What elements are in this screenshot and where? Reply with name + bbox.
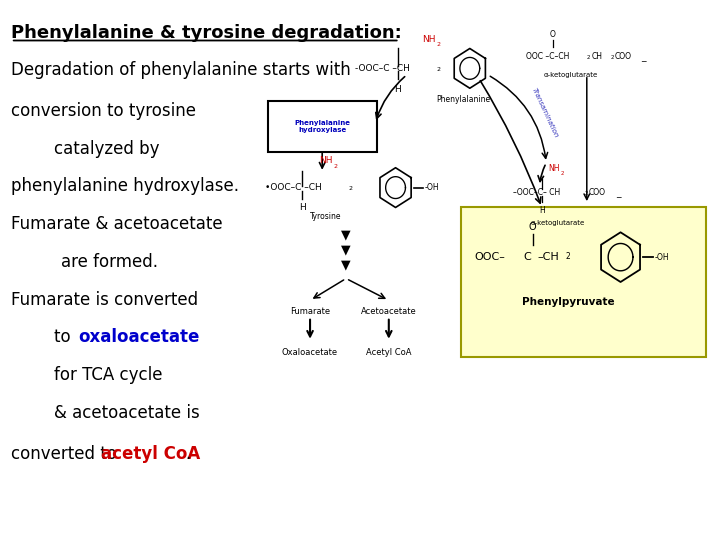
Text: conversion to tyrosine: conversion to tyrosine (11, 102, 196, 120)
Text: 2: 2 (436, 67, 440, 72)
Text: phenylalanine hydroxylase.: phenylalanine hydroxylase. (11, 177, 239, 195)
Text: to: to (54, 328, 76, 347)
Text: α-ketoglutarate: α-ketoglutarate (531, 220, 585, 226)
Text: catalyzed by: catalyzed by (54, 139, 160, 158)
Text: CH: CH (591, 52, 603, 62)
Text: H: H (539, 206, 544, 215)
Text: –CH: –CH (537, 252, 559, 262)
Text: 2: 2 (565, 252, 570, 261)
Text: Fumarate: Fumarate (290, 307, 330, 316)
Text: 2: 2 (611, 56, 613, 60)
Text: -OH: -OH (654, 253, 669, 262)
Text: NH: NH (549, 164, 560, 173)
Text: Tyrosine: Tyrosine (310, 212, 341, 221)
Text: 2: 2 (437, 42, 441, 47)
Text: O: O (550, 30, 556, 38)
Text: 2: 2 (587, 56, 590, 60)
Text: ▼: ▼ (341, 258, 351, 271)
Text: Phenylpyruvate: Phenylpyruvate (523, 297, 615, 307)
Text: Fumarate is converted: Fumarate is converted (11, 291, 198, 309)
FancyBboxPatch shape (268, 101, 377, 152)
FancyBboxPatch shape (461, 207, 706, 356)
Text: •OOC–C –CH: •OOC–C –CH (265, 183, 322, 192)
Text: Acetyl CoA: Acetyl CoA (366, 348, 412, 357)
Text: 2: 2 (585, 191, 588, 196)
Text: H: H (299, 204, 306, 213)
Text: 2: 2 (348, 186, 352, 191)
Text: & acetoacetate is: & acetoacetate is (54, 404, 199, 422)
Text: COO: COO (615, 52, 631, 62)
Text: ▼: ▼ (341, 228, 351, 241)
Text: are formed.: are formed. (61, 253, 158, 271)
Text: O: O (529, 222, 536, 232)
Text: ▼: ▼ (341, 243, 351, 256)
Text: Phenylalanine
hydroxylase: Phenylalanine hydroxylase (294, 120, 350, 133)
Text: Phenylalanine: Phenylalanine (436, 94, 490, 104)
Text: OOC–: OOC– (474, 252, 505, 262)
Text: 2: 2 (333, 164, 338, 168)
Text: H: H (395, 85, 401, 94)
Text: Degradation of phenylalanine starts with: Degradation of phenylalanine starts with (11, 61, 351, 79)
Text: α-ketoglutarate: α-ketoglutarate (544, 72, 598, 78)
Text: –OOC–C– CH: –OOC–C– CH (513, 188, 560, 197)
Text: Oxaloacetate: Oxaloacetate (282, 348, 338, 357)
Text: for TCA cycle: for TCA cycle (54, 366, 163, 384)
Text: 2: 2 (561, 171, 564, 176)
Text: −: − (615, 193, 621, 202)
Text: Acetoacetate: Acetoacetate (361, 307, 417, 316)
Text: C: C (523, 252, 531, 262)
Text: -OH: -OH (425, 183, 439, 192)
Text: Phenylalanine & tyrosine degradation:: Phenylalanine & tyrosine degradation: (11, 24, 402, 42)
Text: .: . (185, 444, 190, 463)
Text: acetyl CoA: acetyl CoA (101, 444, 200, 463)
Text: -OOC–C –CH: -OOC–C –CH (355, 64, 410, 73)
Text: Fumarate & acetoacetate: Fumarate & acetoacetate (11, 215, 222, 233)
Text: NH: NH (423, 35, 436, 44)
Text: −: − (640, 57, 647, 66)
Text: converted to: converted to (11, 444, 122, 463)
Text: COO: COO (589, 188, 606, 197)
Text: Transamination: Transamination (531, 87, 559, 139)
Text: NH: NH (319, 156, 333, 165)
Text: OOC –C–CH: OOC –C–CH (526, 52, 570, 62)
Text: oxaloacetate: oxaloacetate (78, 328, 200, 347)
